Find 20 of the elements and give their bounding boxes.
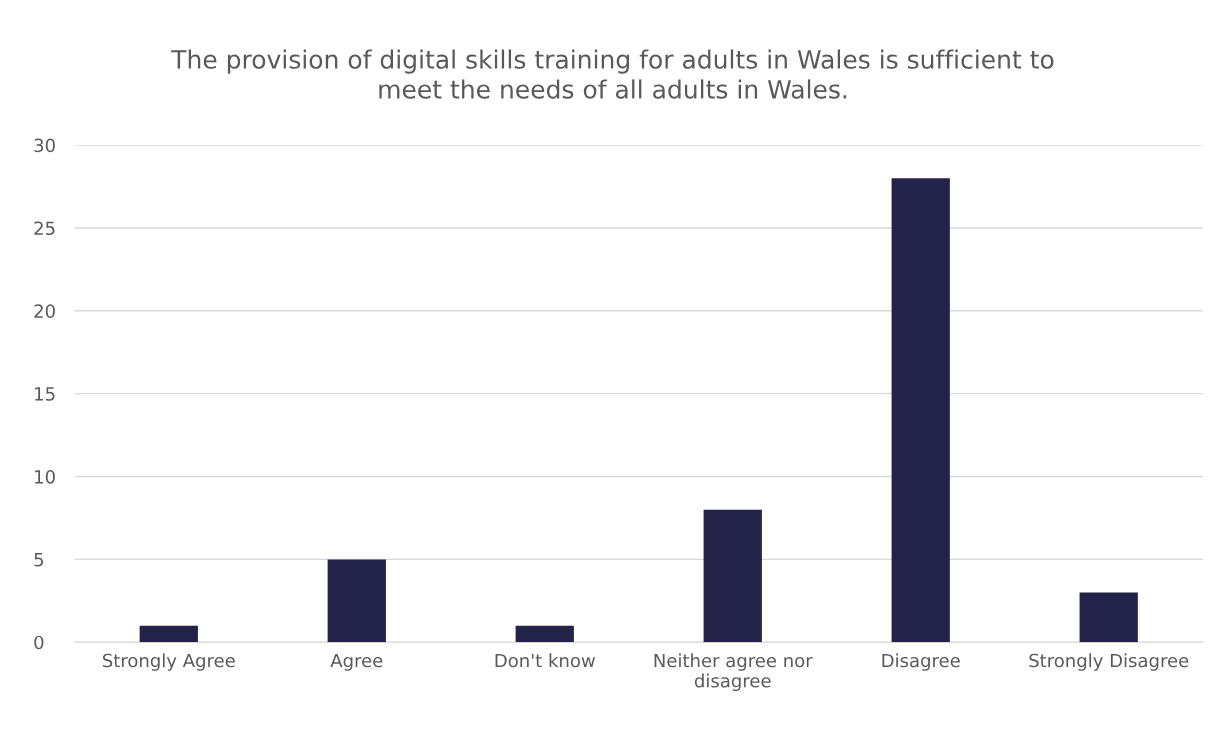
chart-title: The provision of digital skills training for adults in Wales is sufficient to meet the needs of all adults in Wales. — [171, 49, 1054, 99]
x-tick-label: Neither agree nor disagree — [654, 653, 813, 692]
y-tick-label: 25 — [34, 221, 55, 236]
x-tick-label: Agree — [330, 653, 383, 671]
y-tick-label: 30 — [34, 138, 55, 153]
x-tick-label: Don't know — [495, 653, 595, 668]
y-tick-label: 5 — [34, 553, 44, 567]
bar — [327, 559, 386, 643]
bar — [515, 625, 574, 643]
x-tick-label: Strongly Agree — [102, 653, 235, 671]
y-tick-label: 10 — [35, 469, 55, 484]
x-tick-label: Strongly Disagree — [1029, 653, 1189, 671]
y-tick-label: 20 — [34, 304, 55, 318]
bar — [703, 509, 762, 643]
bar — [891, 178, 950, 643]
bar — [1079, 592, 1138, 643]
x-tick-label: Disagree — [882, 653, 960, 671]
y-tick-label: 0 — [34, 635, 44, 650]
y-tick-label: 15 — [35, 387, 55, 401]
bar — [139, 625, 198, 643]
